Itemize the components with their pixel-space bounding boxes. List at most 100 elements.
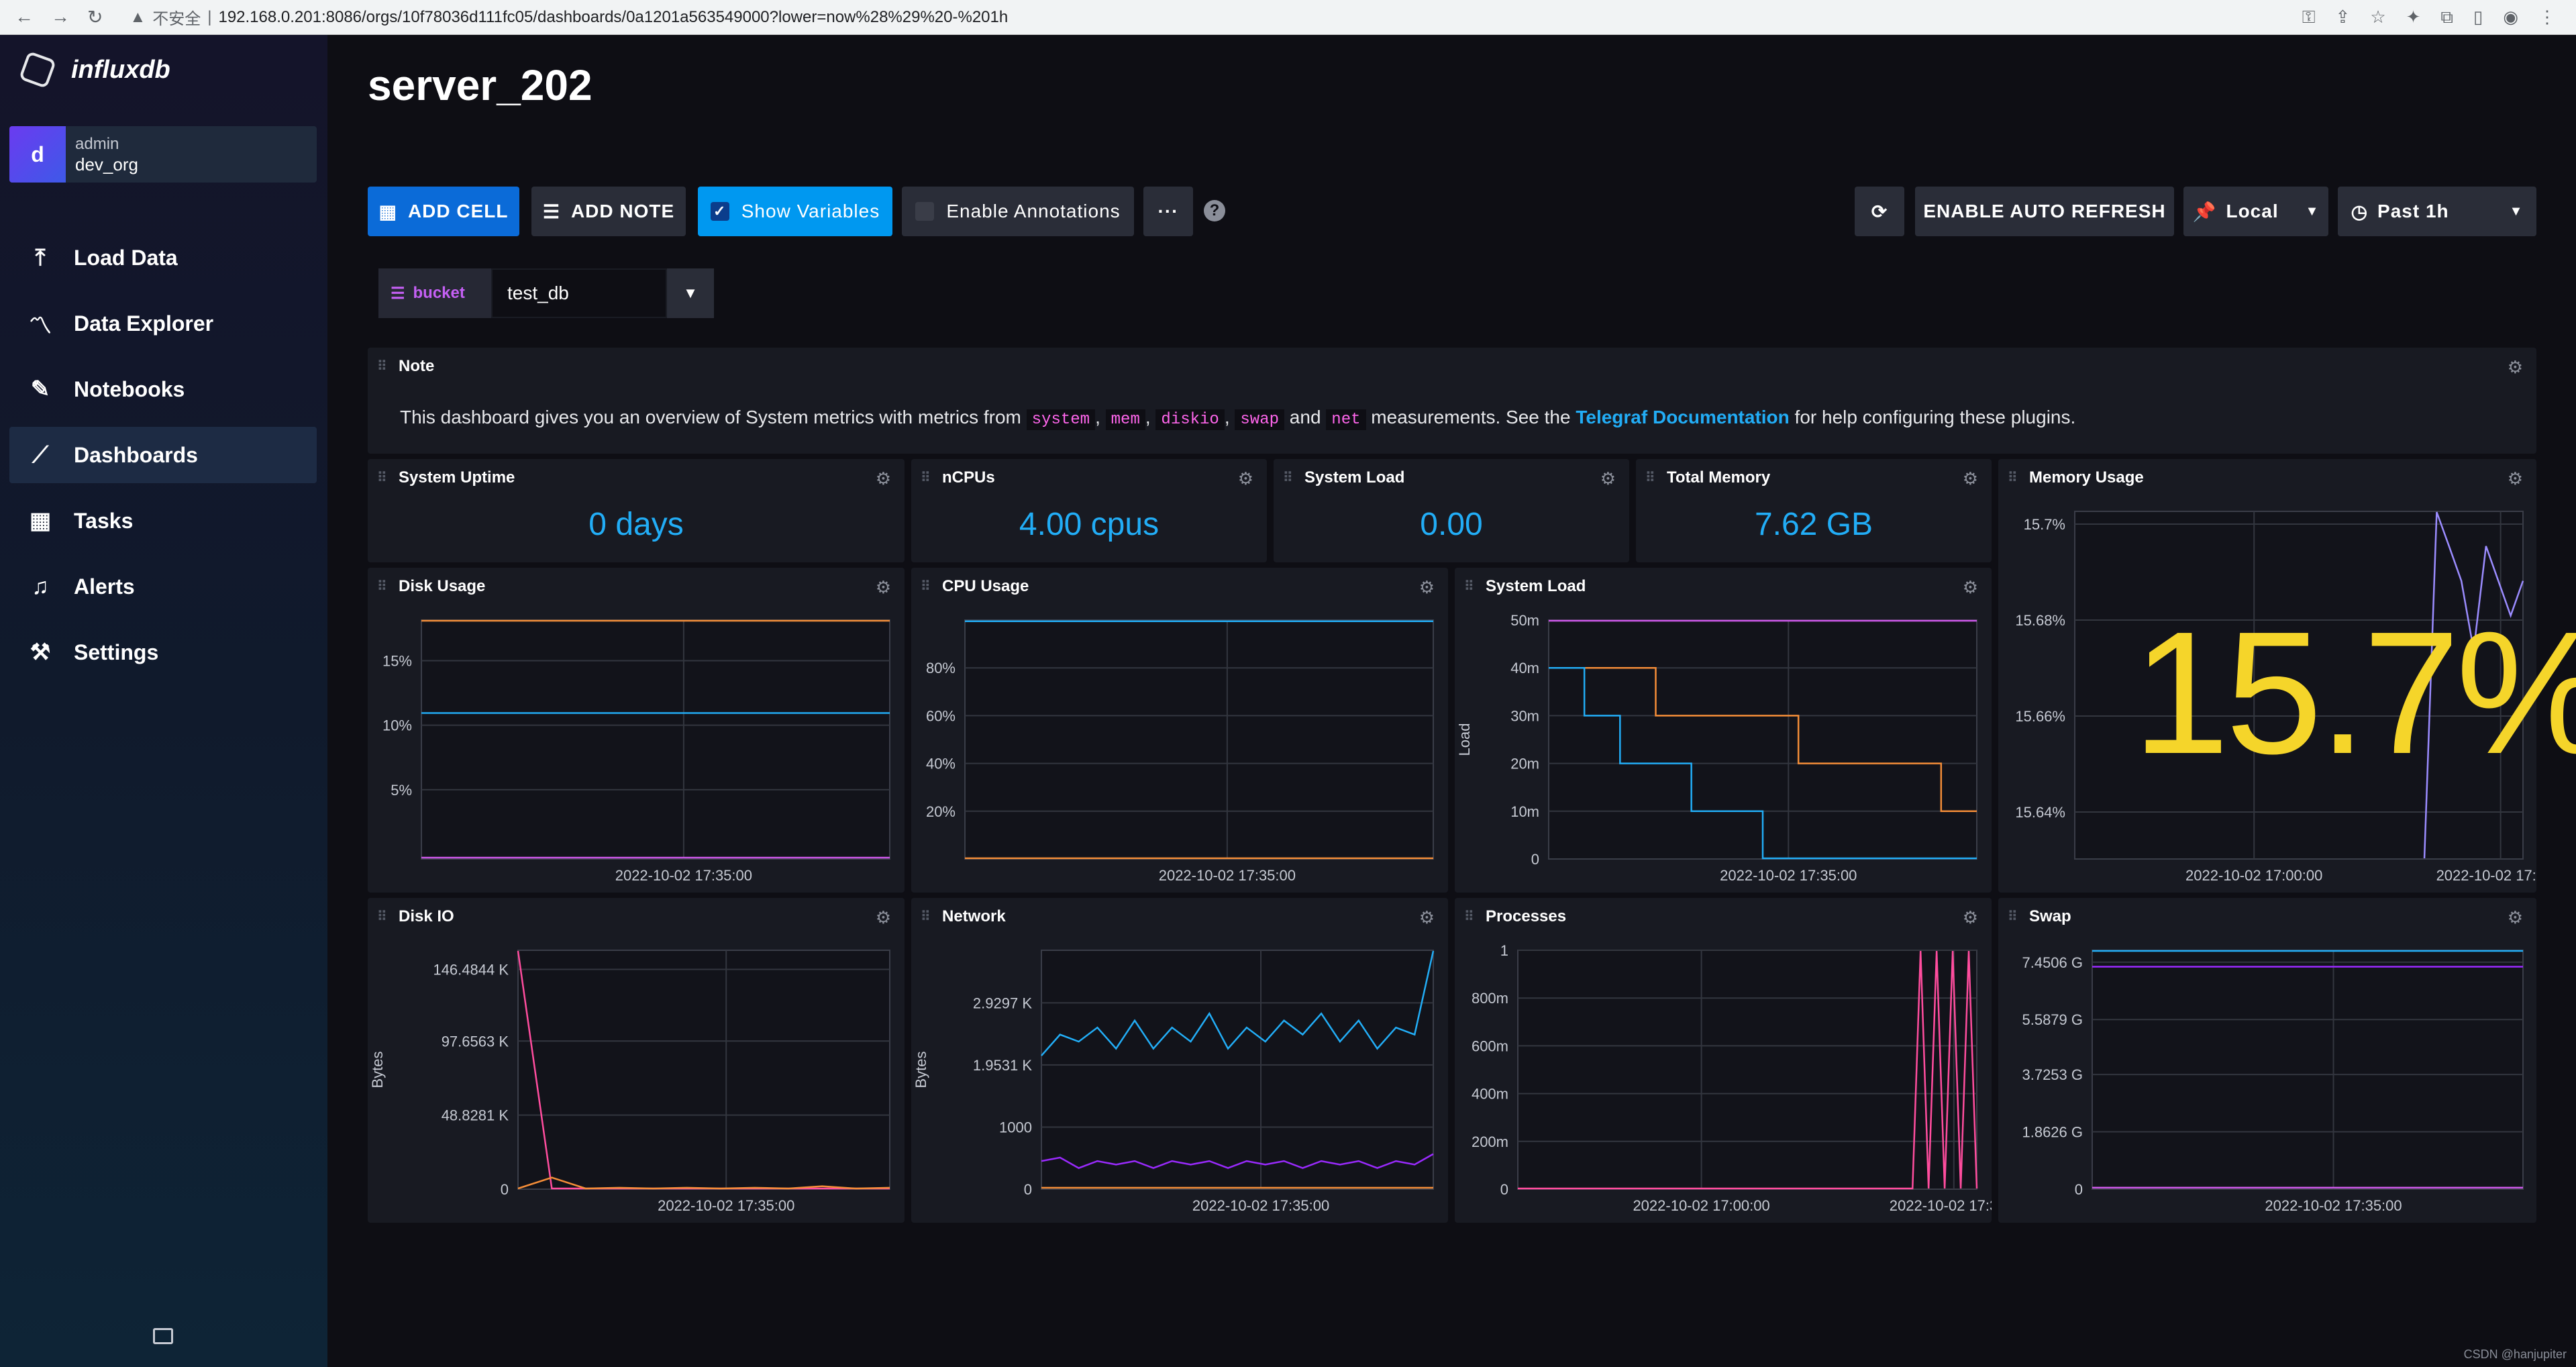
enable-annotations-toggle[interactable]: Enable Annotations [902,187,1134,236]
cell-title: CPU Usage [942,577,1029,595]
chevron-down-icon[interactable]: ▼ [667,268,714,318]
more-options-button[interactable]: ··· [1143,187,1193,236]
gear-icon[interactable]: ⚙ [2507,357,2523,377]
drag-handle-icon[interactable]: ⠿ [1464,579,1474,594]
sidebar-item-label: Alerts [74,574,135,599]
drag-handle-icon[interactable]: ⠿ [921,909,931,924]
disk-usage-chart: 15% 10% 5% 2022-10-02 17:35:00 [382,619,890,884]
star-icon[interactable]: ☆ [2370,7,2386,27]
y-tick-label: 80% [926,660,956,676]
drag-handle-icon[interactable]: ⠿ [921,470,931,485]
org-name: dev_org [75,154,138,174]
checkbox-checked-icon: ✓ [710,202,729,221]
drag-handle-icon[interactable]: ⠿ [921,579,931,594]
add-cell-button[interactable]: ▦ ADD CELL [368,187,519,236]
notebook-icon: ✎ [30,376,50,402]
gear-icon[interactable]: ⚙ [1419,577,1435,597]
back-icon[interactable]: ← [15,6,34,27]
graph-cell-memory-usage: ⠿ Memory Usage ⚙ 15.7% 15.68% 15.66% 15.64% 1… [1998,459,2576,893]
y-tick-label: 5% [391,782,412,799]
time-range-dropdown[interactable]: ◷ Past 1h ▼ [2338,187,2536,236]
sidebar-item-tasks[interactable]: ▦ Tasks [9,493,317,549]
cell-title: Disk IO [399,907,454,925]
show-variables-toggle[interactable]: ✓ Show Variables [698,187,892,236]
drag-handle-icon[interactable]: ⠿ [1283,470,1293,485]
security-label: 不安全 [152,10,201,28]
sidebar-item-load-data[interactable]: ⤒ Load Data [9,230,317,286]
note-text-part: This dashboard gives you an overview of … [400,407,1021,427]
drag-handle-icon[interactable]: ⠿ [1645,470,1655,485]
telegraf-doc-link[interactable]: Telegraf Documentation [1576,407,1790,427]
timezone-dropdown[interactable]: 📌 Local ▼ [2183,187,2328,236]
y-tick-label: 1 [1500,942,1508,959]
gear-icon[interactable]: ⚙ [2507,468,2523,489]
stat-value: 7.62 GB [1754,507,1873,542]
add-note-button[interactable]: ☰ ADD NOTE [531,187,686,236]
sidebar-item-settings[interactable]: ⚒ Settings [9,624,317,680]
key-icon[interactable]: ⚿ [2302,7,2316,27]
menu-icon[interactable]: ⋮ [2538,7,2556,27]
drag-handle-icon[interactable]: ⠿ [2008,909,2018,924]
y-tick-label: 40% [926,756,956,772]
calendar-icon: ▦ [29,508,52,534]
plot-area [517,950,890,1190]
reload-icon[interactable]: ↻ [87,7,103,28]
y-tick-label: 0 [1024,1181,1032,1198]
extension-icon[interactable]: ✦ [2406,7,2421,27]
bell-icon: ♫ [32,573,49,599]
add-cell-label: ADD CELL [407,201,509,221]
gear-icon[interactable]: ⚙ [2507,907,2523,927]
gear-icon[interactable]: ⚙ [1237,468,1253,489]
forward-icon[interactable]: → [51,6,70,27]
graph-cell-swap: ⠿ Swap ⚙ 7.4506 G 5.5879 G 3.7253 G 1.8626 G… [1998,898,2536,1223]
gear-icon[interactable]: ⚙ [1962,577,1978,597]
drag-handle-icon[interactable]: ⠿ [377,909,387,924]
code-mem: mem [1105,409,1145,430]
series-line [2423,511,2524,859]
share-icon[interactable]: ⇪ [2335,7,2351,27]
brand-name: influxdb [71,55,170,84]
sidebar-item-dashboards[interactable]: ⟋ Dashboards [9,427,317,483]
warning-icon: ▲ [130,7,146,26]
url-text[interactable]: 192.168.0.201:8086/orgs/10f78036d111fc05… [218,7,1009,26]
gear-icon[interactable]: ⚙ [875,907,891,927]
refresh-button[interactable]: ⟳ [1855,187,1904,236]
graph-cell-disk-usage: ⠿ Disk Usage ⚙ 15% 10% 5% 2022-10-02 17:35:0… [368,568,905,893]
drag-handle-icon[interactable]: ⠿ [377,359,387,374]
sidebar-item-data-explorer[interactable]: 〽 Data Explorer [9,295,317,352]
system-load-chart: 50m 40m 30m 20m 10m 0 2022-10-02 17:35:00 Load [1456,612,1977,884]
collapse-sidebar-icon[interactable] [153,1328,173,1344]
help-icon[interactable]: ? [1204,200,1225,221]
code-swap: swap [1235,409,1285,430]
org-switcher[interactable]: d admin dev_org [9,126,317,183]
sidebar: influxdb d admin dev_org ⤒ Load Data 〽 Dat… [0,35,327,1367]
auto-refresh-button[interactable]: ENABLE AUTO REFRESH [1915,187,2174,236]
y-tick-label: 3.7253 G [2022,1066,2083,1083]
gear-icon[interactable]: ⚙ [1600,468,1616,489]
sidebar-item-label: Notebooks [74,376,185,401]
gear-icon[interactable]: ⚙ [1962,468,1978,489]
gear-icon[interactable]: ⚙ [1962,907,1978,927]
sidebar-item-notebooks[interactable]: ✎ Notebooks [9,361,317,417]
stat-cell-uptime: ⠿ System Uptime ⚙ 0 days [368,459,905,562]
y-tick-label: 15.7% [2024,516,2065,533]
sidebar-item-alerts[interactable]: ♫ Alerts [9,558,317,615]
y-tick-label: 200m [1472,1133,1508,1150]
puzzle-icon[interactable]: ⧉ [2440,7,2453,27]
brand[interactable]: influxdb [18,50,170,89]
cell-title: System Uptime [399,468,515,487]
sidepanel-icon[interactable]: ▯ [2473,7,2483,27]
drag-handle-icon[interactable]: ⠿ [1464,909,1474,924]
drag-handle-icon[interactable]: ⠿ [377,470,387,485]
variable-value[interactable]: test_db [491,268,667,318]
y-tick-label: 400m [1472,1086,1508,1103]
drag-handle-icon[interactable]: ⠿ [377,579,387,594]
y-axis-label: Bytes [913,1051,929,1088]
profile-icon[interactable]: ◉ [2503,7,2518,27]
gear-icon[interactable]: ⚙ [875,468,891,489]
note-sep: , [1095,407,1100,427]
gear-icon[interactable]: ⚙ [875,577,891,597]
drag-handle-icon[interactable]: ⠿ [2008,470,2018,485]
address-bar[interactable]: ▲ 不安全 | 192.168.0.201:8086/orgs/10f78036… [130,5,1008,29]
gear-icon[interactable]: ⚙ [1419,907,1435,927]
